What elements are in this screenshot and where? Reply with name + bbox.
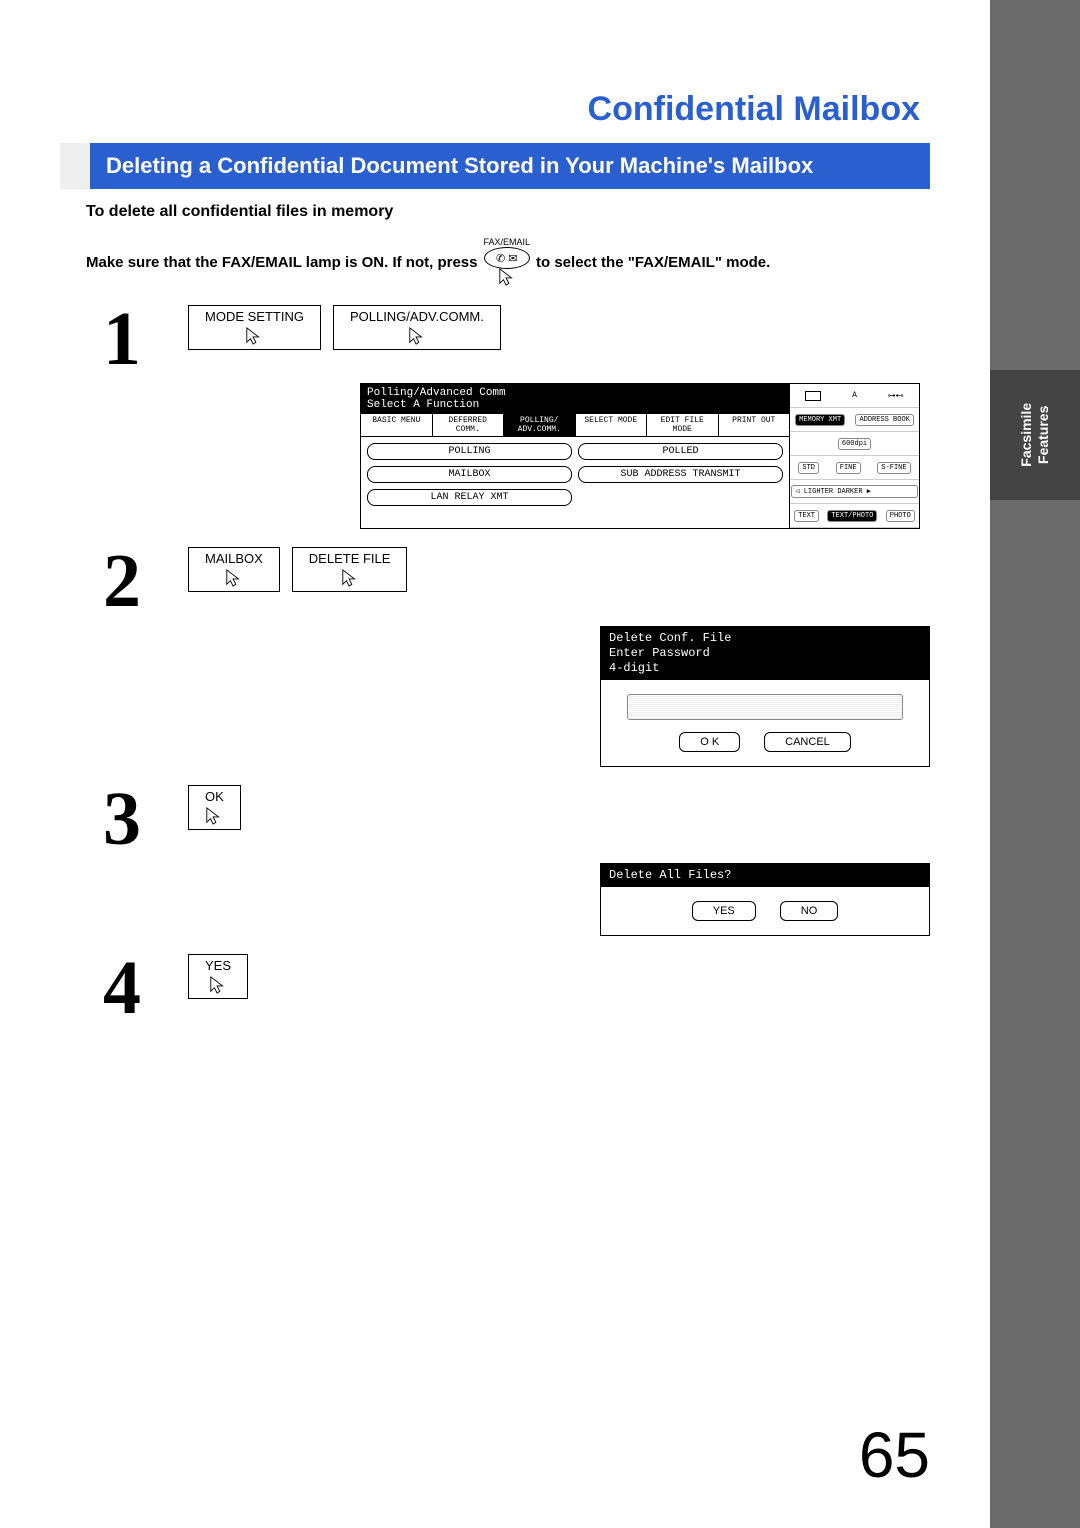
- rt-cell[interactable]: MEMORY XMT: [795, 414, 845, 426]
- rt-cell[interactable]: ADDRESS BOOK: [855, 414, 913, 426]
- step-1: 1 MODE SETTING POLLING/ADV.COMM.: [86, 305, 930, 373]
- step-3: 3 OK: [86, 785, 930, 853]
- mode-setting-button[interactable]: MODE SETTING: [188, 305, 321, 350]
- lamp-pre: Make sure that the FAX/EMAIL lamp is ON.…: [86, 254, 477, 271]
- cursor-icon: [245, 326, 263, 346]
- mailbox-button[interactable]: MAILBOX: [188, 547, 280, 592]
- rt-cell[interactable]: S-FINE: [877, 462, 910, 474]
- delete-file-button[interactable]: DELETE FILE: [292, 547, 408, 592]
- key-label: YES: [205, 958, 231, 973]
- rt-cell[interactable]: PHOTO: [886, 510, 915, 522]
- cursor-icon: [225, 568, 243, 588]
- cursor-icon: [498, 267, 516, 287]
- lighter-label: ◁ LIGHTER: [795, 488, 833, 496]
- key-label: OK: [205, 789, 224, 804]
- fax-email-button[interactable]: FAX/EMAIL ✆ ✉: [483, 237, 530, 287]
- step-number: 2: [86, 547, 158, 615]
- password-field[interactable]: [627, 694, 903, 720]
- lcd-tab[interactable]: SELECT MODE: [576, 414, 648, 436]
- lcd-header: Polling/Advanced Comm Select A Function: [361, 384, 789, 414]
- grid-icon: [805, 391, 821, 401]
- dialog-enter-password: Delete Conf. File Enter Password 4-digit…: [580, 626, 930, 767]
- dialog-header: Delete All Files?: [601, 864, 929, 887]
- lcd-option[interactable]: SUB ADDRESS TRANSMIT: [578, 466, 783, 483]
- cursor-icon: [205, 806, 223, 826]
- polling-adv-comm-button[interactable]: POLLING/ADV.COMM.: [333, 305, 501, 350]
- rt-cell[interactable]: ◁ LIGHTER DARKER ▶: [791, 485, 917, 498]
- key-label: DELETE FILE: [309, 551, 391, 566]
- page-number: 65: [859, 1418, 930, 1492]
- lcd-tab[interactable]: EDIT FILE MODE: [647, 414, 719, 436]
- rt-cell[interactable]: TEXT/PHOTO: [827, 510, 877, 522]
- bar-heading: Deleting a Confidential Document Stored …: [60, 143, 930, 189]
- step-number: 1: [86, 305, 158, 373]
- lcd-tab[interactable]: DEFERRED COMM.: [433, 414, 505, 436]
- ok-button[interactable]: O K: [679, 732, 740, 752]
- lcd-tabs: BASIC MENU DEFERRED COMM. POLLING/ ADV.C…: [361, 414, 789, 437]
- key-label: POLLING/ADV.COMM.: [350, 309, 484, 324]
- yes-button[interactable]: YES: [692, 901, 756, 921]
- dialog-header: Delete Conf. File Enter Password 4-digit: [601, 627, 929, 680]
- step-4: 4 YES: [86, 954, 930, 1022]
- rt-cell[interactable]: STD: [798, 462, 819, 474]
- lcd-tab[interactable]: PRINT OUT: [719, 414, 790, 436]
- lcd-option[interactable]: MAILBOX: [367, 466, 572, 483]
- rt-cell[interactable]: FINE: [836, 462, 861, 474]
- cursor-icon: [408, 326, 426, 346]
- ok-key-button[interactable]: OK: [188, 785, 241, 830]
- lamp-instruction: Make sure that the FAX/EMAIL lamp is ON.…: [86, 237, 930, 287]
- step-number: 3: [86, 785, 158, 853]
- fax-email-label: FAX/EMAIL: [483, 237, 530, 247]
- rt-cell[interactable]: TEXT: [794, 510, 819, 522]
- dialog-delete-all: Delete All Files? YES NO: [580, 863, 930, 936]
- no-button[interactable]: NO: [780, 901, 839, 921]
- lcd-tab[interactable]: BASIC MENU: [361, 414, 433, 436]
- lamp-post: to select the "FAX/EMAIL" mode.: [536, 254, 770, 271]
- fax-email-icon: ✆ ✉: [484, 247, 530, 269]
- darker-label: DARKER ▶: [837, 488, 871, 496]
- lcd-tab-selected[interactable]: POLLING/ ADV.COMM.: [504, 414, 576, 436]
- page: Confidential Mailbox Deleting a Confiden…: [0, 0, 990, 1528]
- cursor-icon: [341, 568, 359, 588]
- step-2: 2 MAILBOX DELETE FILE: [86, 547, 930, 615]
- lcd-screen-1: Polling/Advanced Comm Select A Function …: [360, 383, 930, 529]
- step-number: 4: [86, 954, 158, 1022]
- rt-cell[interactable]: 600dpi: [838, 438, 871, 450]
- subheading: To delete all confidential files in memo…: [86, 203, 930, 221]
- cursor-icon: [209, 975, 227, 995]
- side-tab-label: Facsimile Features: [1018, 403, 1052, 467]
- side-tab: Facsimile Features: [990, 370, 1080, 500]
- key-label: MAILBOX: [205, 551, 263, 566]
- lcd-option[interactable]: POLLING: [367, 443, 572, 460]
- cancel-button[interactable]: CANCEL: [764, 732, 851, 752]
- section-title: Confidential Mailbox: [60, 90, 920, 129]
- key-label: MODE SETTING: [205, 309, 304, 324]
- lcd-right-panel: A⊶⊷ MEMORY XMTADDRESS BOOK 600dpi STDFIN…: [789, 384, 919, 528]
- yes-key-button[interactable]: YES: [188, 954, 248, 999]
- lcd-option[interactable]: LAN RELAY XMT: [367, 489, 572, 506]
- lcd-option[interactable]: POLLED: [578, 443, 783, 460]
